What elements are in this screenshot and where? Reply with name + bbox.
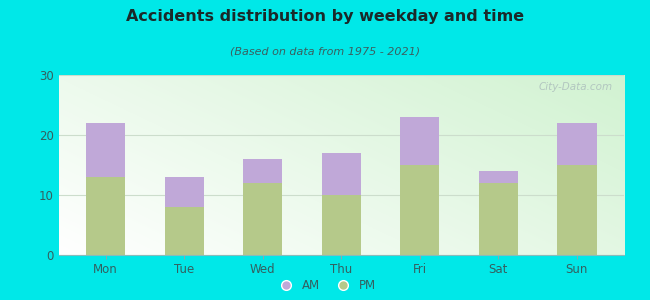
Text: City-Data.com: City-Data.com: [539, 82, 613, 92]
Bar: [164, 207, 204, 255]
Bar: [86, 123, 125, 177]
Bar: [322, 153, 361, 195]
Bar: [243, 183, 282, 255]
Bar: [400, 117, 439, 165]
Bar: [243, 159, 282, 183]
Bar: [478, 183, 518, 255]
Bar: [557, 165, 597, 255]
Text: (Based on data from 1975 - 2021): (Based on data from 1975 - 2021): [230, 46, 420, 56]
Text: Accidents distribution by weekday and time: Accidents distribution by weekday and ti…: [126, 9, 524, 24]
Bar: [478, 171, 518, 183]
Bar: [557, 123, 597, 165]
Legend: AM, PM: AM, PM: [272, 276, 378, 294]
Bar: [322, 195, 361, 255]
Bar: [400, 165, 439, 255]
Bar: [164, 177, 204, 207]
Bar: [86, 177, 125, 255]
